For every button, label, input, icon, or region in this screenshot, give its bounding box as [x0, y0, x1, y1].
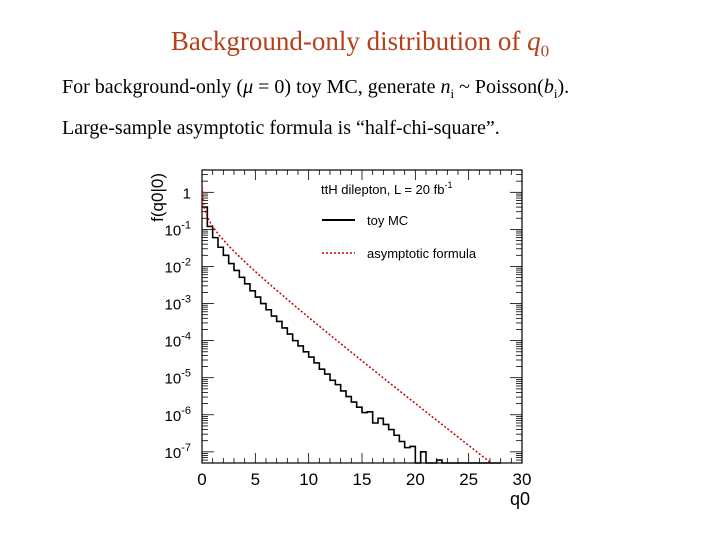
line1-part2: = 0) toy MC, generate — [253, 76, 441, 98]
line1-part4: ). — [557, 76, 570, 98]
x-axis-label: q0 — [510, 489, 530, 509]
description-line-2: Large-sample asymptotic formula is “half… — [62, 117, 500, 139]
y-tick-label: 10-7 — [165, 442, 191, 462]
y-tick-label: 10-1 — [165, 219, 191, 239]
plot-frame — [201, 169, 523, 464]
y-tick-label: 10-5 — [165, 368, 191, 388]
y-axis-ticks — [202, 169, 522, 464]
line1-n-subscript: i — [450, 86, 455, 101]
line1-part1: For background-only ( — [62, 76, 244, 98]
line1-n: n — [440, 76, 451, 98]
slide-title-text: Background-only distribution of — [170, 26, 528, 56]
series-asymptotic-formula — [201, 186, 491, 463]
legend-label-asymptotic: asymptotic formula — [367, 246, 477, 261]
x-tick-label: 30 — [513, 470, 532, 489]
line1-mu: μ — [243, 76, 254, 98]
slide-title-variable: q — [527, 26, 541, 56]
legend-label-toy-mc: toy MC — [367, 213, 408, 228]
x-tick-label: 10 — [299, 470, 318, 489]
series-toy-mc — [202, 206, 501, 464]
line1-b: b — [543, 76, 554, 98]
y-axis-label: f(q0|0) — [148, 173, 167, 222]
line1-b-subscript: i — [553, 86, 558, 101]
y-tick-label: 10-4 — [165, 331, 191, 351]
x-tick-label: 5 — [251, 470, 260, 489]
chart-annotation: ttH dilepton, L = 20 fb-1 — [321, 180, 452, 197]
slide-title: Background-only distribution of q0 — [0, 26, 720, 61]
y-tick-label: 1 — [183, 185, 191, 202]
legend: toy MC asymptotic formula — [322, 213, 477, 261]
description-line-1: For background-only (μ = 0) toy MC, gene… — [62, 76, 569, 102]
line1-part3: ~ Poisson( — [454, 76, 544, 98]
y-tick-label: 10-6 — [165, 405, 191, 425]
x-tick-label: 0 — [197, 470, 206, 489]
x-tick-label: 25 — [459, 470, 478, 489]
x-tick-label: 15 — [353, 470, 372, 489]
x-tick-label: 20 — [406, 470, 425, 489]
x-axis-ticks — [201, 170, 523, 463]
slide-title-subscript: 0 — [540, 41, 550, 61]
y-tick-label: 10-2 — [165, 256, 191, 276]
y-tick-label: 10-3 — [165, 294, 191, 314]
